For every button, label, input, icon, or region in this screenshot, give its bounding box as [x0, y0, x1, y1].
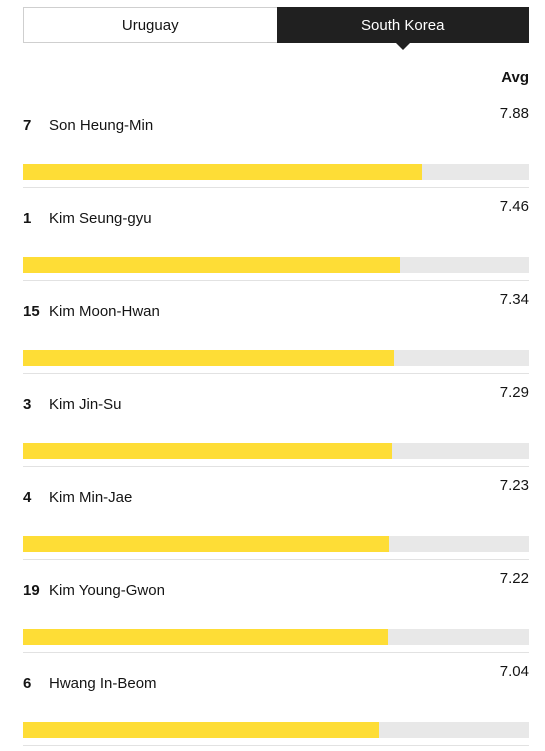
player-row: 4 Kim Min-Jae 7.23: [23, 467, 529, 560]
rating-bar-fill: [23, 443, 392, 459]
rating-bar-fill: [23, 257, 401, 273]
player-number: 3: [23, 396, 32, 413]
player-avg-rating: 7.04: [499, 663, 529, 680]
player-number: 15: [23, 303, 40, 320]
tab-south-korea[interactable]: South Korea: [276, 7, 529, 50]
player-number: 1: [23, 210, 32, 227]
player-avg-rating: 7.34: [499, 291, 529, 308]
player-name: Hwang In-Beom: [49, 675, 157, 692]
player-row: 3 Kim Jin-Su 7.29: [23, 374, 529, 467]
player-number: 19: [23, 582, 40, 599]
player-row: 6 Hwang In-Beom 7.04: [23, 653, 529, 746]
player-number: 4: [23, 489, 32, 506]
player-avg-rating: 7.22: [499, 570, 529, 587]
player-avg-rating: 7.46: [499, 198, 529, 215]
rating-bar-track: [23, 164, 529, 180]
tab-uruguay-label: Uruguay: [121, 16, 179, 34]
player-name: Kim Jin-Su: [49, 396, 122, 413]
player-name: Kim Moon-Hwan: [49, 303, 160, 320]
player-row: 19 Kim Young-Gwon 7.22: [23, 560, 529, 653]
player-row: 1 Kim Seung-gyu 7.46: [23, 188, 529, 281]
rating-bar-fill: [23, 350, 395, 366]
player-row: 15 Kim Moon-Hwan 7.34: [23, 281, 529, 374]
player-avg-rating: 7.88: [499, 105, 529, 122]
active-tab-pointer-icon: [395, 43, 410, 50]
player-number: 6: [23, 675, 32, 692]
player-ratings-list: 7 Son Heung-Min 7.88 1 Kim Seung-gyu 7.46 15 Ki…: [23, 95, 529, 746]
player-name: Kim Seung-gyu: [49, 210, 152, 227]
tab-south-korea-label: South Korea: [361, 16, 445, 34]
rating-bar-track: [23, 257, 529, 273]
player-name: Son Heung-Min: [49, 117, 154, 134]
player-number: 7: [23, 117, 32, 134]
rating-bar-fill: [23, 536, 389, 552]
rating-bar-track: [23, 722, 529, 738]
tab-uruguay[interactable]: Uruguay: [23, 7, 277, 43]
rating-bar-track: [23, 629, 529, 645]
rating-bar-track: [23, 443, 529, 459]
avg-column-header: Avg: [501, 69, 529, 86]
rating-bar-fill: [23, 722, 380, 738]
rating-bar-fill: [23, 164, 422, 180]
rating-bar-track: [23, 536, 529, 552]
rating-bar-track: [23, 350, 529, 366]
player-name: Kim Min-Jae: [49, 489, 133, 506]
team-tabs: Uruguay South Korea: [23, 7, 529, 50]
player-avg-rating: 7.23: [499, 477, 529, 494]
player-name: Kim Young-Gwon: [49, 582, 165, 599]
rating-bar-fill: [23, 629, 389, 645]
player-row: 7 Son Heung-Min 7.88: [23, 95, 529, 188]
player-avg-rating: 7.29: [499, 384, 529, 401]
